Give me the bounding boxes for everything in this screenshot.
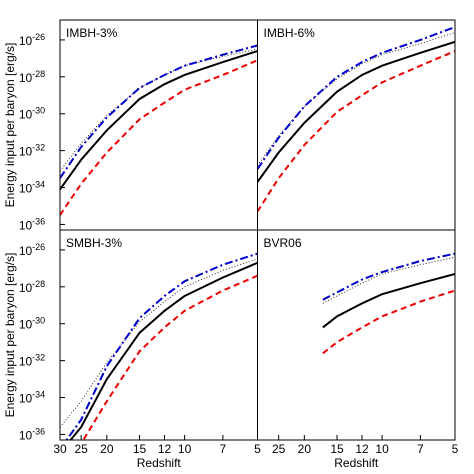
line: [60, 50, 258, 191]
x-tick-label: 12: [355, 442, 369, 456]
plot-area: [60, 252, 258, 440]
line: [257, 32, 455, 166]
line: [322, 256, 455, 304]
x-tick-label: 20: [100, 442, 114, 456]
plot-area: [322, 252, 455, 355]
x-tick-label: 7: [417, 442, 424, 456]
x-tick-label: 7: [220, 442, 227, 456]
line: [65, 252, 258, 440]
panel-frame: [59, 19, 258, 231]
plot-area: [257, 26, 455, 213]
y-tick-label: 10-30: [19, 106, 45, 122]
y-tick-label: 10-26: [19, 32, 45, 48]
line: [60, 44, 258, 179]
y-tick-label: 10-32: [19, 353, 45, 369]
x-tick-label: 20: [298, 442, 312, 456]
y-tick-label: 10-30: [19, 316, 45, 332]
line: [257, 50, 455, 213]
line: [322, 289, 455, 355]
y-axis-label: Energy input per baryon [erg/s]: [3, 43, 17, 208]
y-tick-label: 10-34: [19, 180, 45, 196]
y-tick-label: 10-34: [19, 390, 45, 406]
x-tick-label: 10: [178, 442, 192, 456]
y-tick-label: 10-28: [19, 279, 45, 295]
line: [257, 40, 455, 183]
panel-frame: [257, 229, 456, 441]
y-tick-label: 10-28: [19, 69, 45, 85]
panel-frame: [59, 229, 258, 441]
line: [322, 272, 455, 329]
y-tick-label: 10-36: [19, 216, 45, 232]
x-axis-label: Redshift: [334, 456, 379, 470]
line: [69, 261, 258, 440]
panel-title: SMBH-3%: [66, 236, 122, 250]
line: [60, 59, 258, 216]
line: [322, 252, 455, 301]
line: [257, 26, 455, 170]
x-tick-label: 10: [375, 442, 389, 456]
line: [60, 48, 258, 172]
x-tick-label: 30: [53, 442, 67, 456]
y-axis-label: Energy input per baryon [erg/s]: [3, 253, 17, 418]
x-tick-label: 5: [254, 442, 261, 456]
x-tick-label: 12: [158, 442, 172, 456]
panel-title: IMBH-3%: [66, 26, 118, 40]
line: [60, 258, 258, 428]
y-tick-label: 10-36: [19, 426, 45, 442]
x-tick-label: 15: [133, 442, 147, 456]
panel-title: BVR06: [264, 236, 302, 250]
line: [82, 274, 258, 440]
y-tick-label: 10-32: [19, 143, 45, 159]
plot-area: [60, 44, 258, 216]
y-tick-label: 10-26: [19, 242, 45, 258]
x-tick-label: 25: [272, 442, 286, 456]
x-tick-label: 25: [74, 442, 88, 456]
x-tick-label: 15: [330, 442, 344, 456]
x-tick-label: 5: [452, 442, 459, 456]
panel-title: IMBH-6%: [264, 26, 316, 40]
x-axis-label: Redshift: [137, 456, 182, 470]
